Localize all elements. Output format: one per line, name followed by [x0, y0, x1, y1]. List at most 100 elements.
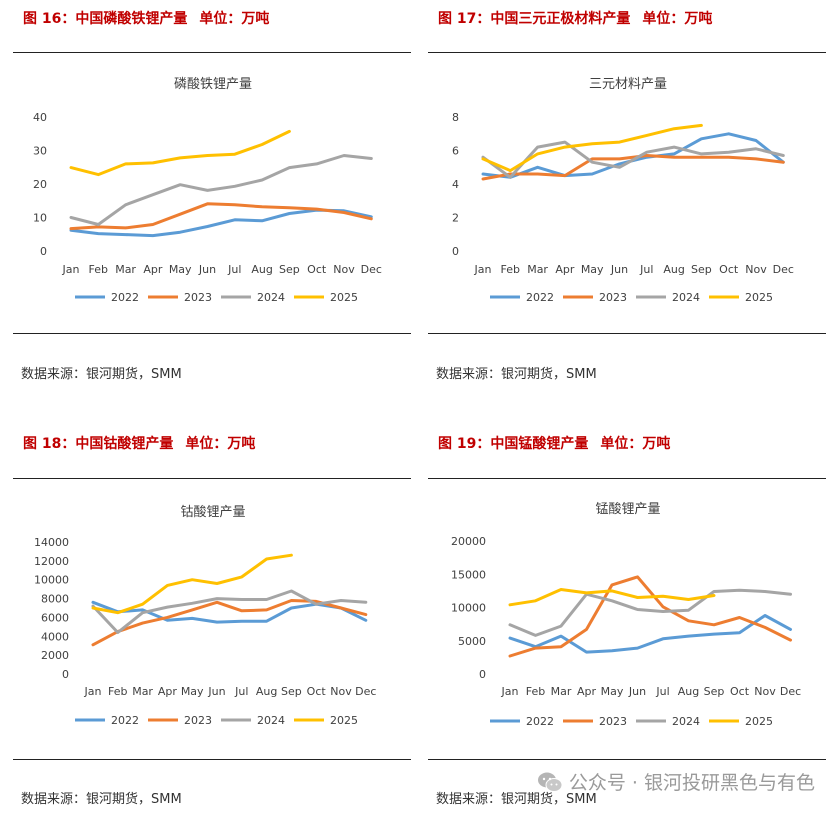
x-tick-label: Mar	[115, 263, 136, 276]
y-tick-label: 15000	[451, 568, 486, 581]
x-tick-label: May	[181, 685, 204, 698]
y-tick-label: 6	[452, 145, 459, 158]
bottom-rule	[13, 333, 411, 334]
x-tick-label: Apr	[555, 263, 575, 276]
series-line-2024	[91, 589, 368, 634]
y-tick-label: 0	[479, 668, 486, 681]
y-tick-label: 12000	[34, 555, 69, 568]
legend-label: 2023	[599, 715, 627, 728]
top-rule	[13, 52, 411, 53]
series-line-2024	[481, 140, 785, 179]
x-tick-label: Aug	[251, 263, 272, 276]
bottom-rule	[13, 759, 411, 760]
figure-title-text: 图 19：中国锰酸锂产量	[438, 436, 589, 452]
legend-label: 2025	[330, 714, 358, 727]
data-source: 数据来源：银河期货，SMM	[21, 792, 182, 807]
x-tick-label: Apr	[158, 685, 178, 698]
x-tick-label: Nov	[745, 263, 767, 276]
y-tick-label: 40	[33, 111, 47, 124]
series-line-2025	[508, 588, 716, 607]
x-tick-label: Feb	[89, 263, 108, 276]
x-tick-label: Jul	[655, 685, 669, 698]
x-tick-label: Oct	[719, 263, 739, 276]
series-line-2023	[481, 154, 785, 181]
x-tick-label: Sep	[704, 685, 725, 698]
bottom-rule	[428, 333, 826, 334]
y-tick-label: 0	[40, 245, 47, 258]
chart-title: 三元材料产量	[589, 77, 667, 92]
series-line-2024	[69, 154, 373, 226]
x-tick-label: Oct	[730, 685, 750, 698]
y-tick-label: 2	[452, 212, 459, 225]
x-tick-label: Jun	[207, 685, 225, 698]
x-tick-label: Jan	[84, 685, 102, 698]
x-tick-label: Jan	[62, 263, 80, 276]
series-line-2025	[91, 553, 293, 615]
figure-unit: 单位：万吨	[199, 11, 270, 27]
y-tick-label: 8000	[41, 593, 69, 606]
x-tick-label: Mar	[527, 263, 548, 276]
x-tick-label: Dec	[780, 685, 801, 698]
x-tick-label: Feb	[501, 263, 520, 276]
x-tick-label: Nov	[754, 685, 776, 698]
y-tick-label: 4	[452, 178, 459, 191]
legend-label: 2022	[111, 714, 139, 727]
figure-unit: 单位：万吨	[185, 436, 256, 452]
chart-lfp: 磷酸铁锂产量 0 10 20 30 40 Jan Feb Mar Apr May Jun Jul Aug S…	[33, 77, 382, 304]
x-tick-label: Sep	[691, 263, 712, 276]
legend-label: 2025	[745, 715, 773, 728]
series-line-2025	[481, 123, 703, 173]
x-tick-label: Sep	[281, 685, 302, 698]
y-tick-label: 0	[452, 245, 459, 258]
x-tick-label: Feb	[526, 685, 545, 698]
y-tick-label: 10000	[34, 574, 69, 587]
x-tick-label: Jan	[501, 685, 519, 698]
figure-title: 图 17：中国三元正极材料产量 单位：万吨	[438, 8, 712, 28]
legend-label: 2022	[111, 291, 139, 304]
legend-label: 2025	[745, 291, 773, 304]
top-rule	[428, 478, 826, 479]
x-tick-label: Apr	[143, 263, 163, 276]
x-tick-label: Jun	[198, 263, 216, 276]
x-tick-label: Dec	[773, 263, 794, 276]
x-tick-label: Dec	[361, 263, 382, 276]
legend-label: 2023	[599, 291, 627, 304]
x-tick-label: Apr	[577, 685, 597, 698]
figure-title-text: 图 18：中国钴酸锂产量	[23, 436, 174, 452]
x-tick-label: Mar	[551, 685, 572, 698]
x-tick-label: Jun	[628, 685, 646, 698]
y-tick-label: 4000	[41, 630, 69, 643]
top-rule	[13, 478, 411, 479]
y-tick-label: 8	[452, 111, 459, 124]
x-tick-label: Oct	[307, 263, 327, 276]
x-tick-label: May	[581, 263, 604, 276]
y-tick-label: 30	[33, 145, 47, 158]
series-line-2022	[508, 614, 792, 654]
x-tick-label: Jun	[610, 263, 628, 276]
top-rule	[428, 52, 826, 53]
x-tick-label: Nov	[333, 263, 355, 276]
bottom-rule	[428, 759, 826, 760]
legend-label: 2024	[672, 715, 700, 728]
x-tick-label: Dec	[355, 685, 376, 698]
data-source: 数据来源：银河期货，SMM	[21, 367, 182, 382]
figure-title: 图 16：中国磷酸铁锂产量 单位：万吨	[23, 8, 269, 28]
y-tick-label: 20000	[451, 535, 486, 548]
chart-title: 锰酸锂产量	[595, 502, 660, 517]
figure-unit: 单位：万吨	[600, 436, 671, 452]
series-line-2023	[508, 575, 792, 658]
legend-label: 2022	[526, 715, 554, 728]
legend-label: 2023	[184, 714, 212, 727]
legend-label: 2025	[330, 291, 358, 304]
chart-title: 钴酸锂产量	[180, 505, 245, 520]
y-tick-label: 10000	[451, 602, 486, 615]
series-line-2024	[508, 588, 792, 637]
series-line-2025	[69, 129, 291, 177]
legend-label: 2023	[184, 291, 212, 304]
x-tick-label: Sep	[279, 263, 300, 276]
x-tick-label: Mar	[132, 685, 153, 698]
x-tick-label: Aug	[663, 263, 684, 276]
watermark: 公众号 · 银河投研黑色与有色	[537, 768, 815, 795]
data-source: 数据来源：银河期货，SMM	[436, 792, 597, 807]
x-tick-label: May	[601, 685, 624, 698]
